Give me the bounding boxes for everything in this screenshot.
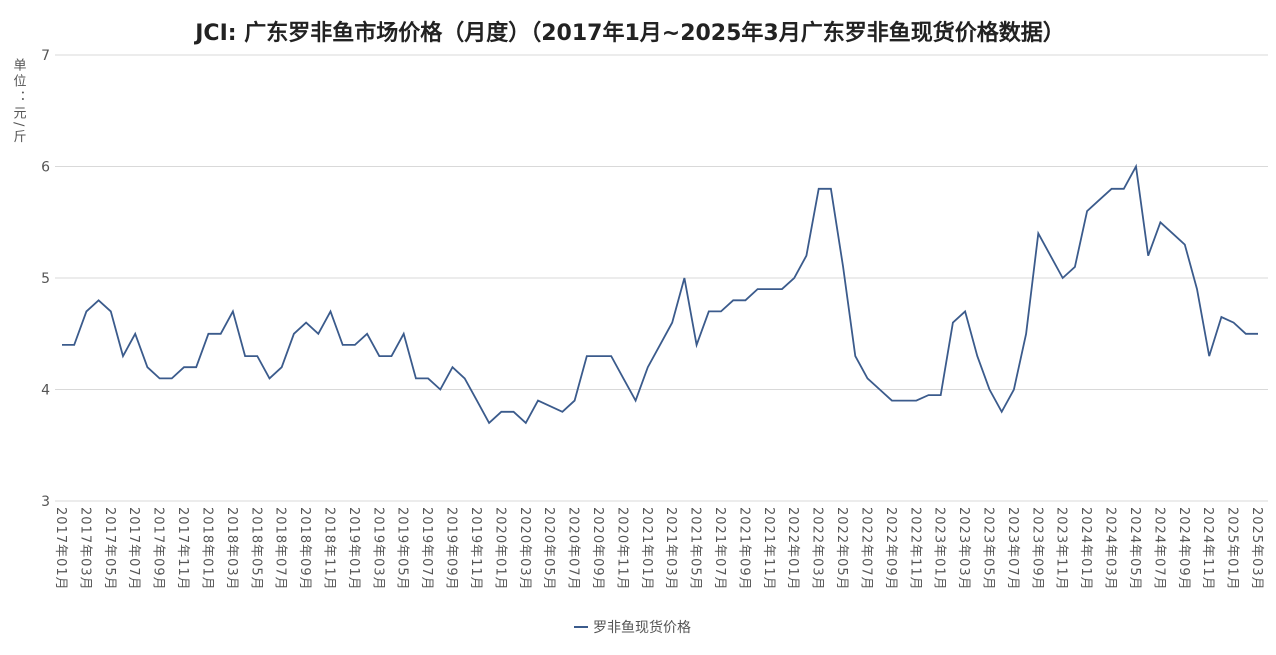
y-axis-label: 单位：元/斤 <box>11 58 27 145</box>
x-tick-label: 2023年11月 <box>1054 507 1069 591</box>
x-tick-label: 2019年01月 <box>346 507 361 591</box>
x-tick-label: 2017年03月 <box>77 507 92 591</box>
x-tick-label: 2021年03月 <box>663 507 678 591</box>
x-tick-label: 2024年11月 <box>1200 507 1215 591</box>
x-tick-label: 2021年11月 <box>761 507 776 591</box>
chart-title: JCI: 广东罗非鱼市场价格（月度）（2017年1月~2025年3月广东罗非鱼现… <box>193 20 1065 46</box>
y-tick-label: 7 <box>41 48 50 64</box>
x-tick-label: 2020年05月 <box>541 507 556 591</box>
x-tick-label: 2017年05月 <box>102 507 117 591</box>
y-tick-label: 4 <box>41 383 50 399</box>
x-tick-label: 2021年07月 <box>712 507 727 591</box>
x-tick-label: 2023年03月 <box>956 507 971 591</box>
x-tick-label: 2023年01月 <box>932 507 947 591</box>
x-tick-label: 2024年07月 <box>1151 507 1166 591</box>
x-tick-label: 2024年01月 <box>1078 507 1093 591</box>
x-tick-label: 2024年03月 <box>1103 507 1118 591</box>
x-tick-label: 2022年03月 <box>810 507 825 591</box>
legend-label: 罗非鱼现货价格 <box>593 619 691 636</box>
x-tick-label: 2024年09月 <box>1176 507 1191 591</box>
x-tick-label: 2019年03月 <box>370 507 385 591</box>
y-tick-label: 6 <box>41 160 50 176</box>
line-series <box>62 163 1258 425</box>
x-tick-label: 2023年05月 <box>981 507 996 591</box>
x-tick-label: 2024年05月 <box>1127 507 1142 591</box>
x-tick-label: 2022年05月 <box>834 507 849 591</box>
x-tick-label: 2025年01月 <box>1225 507 1240 591</box>
x-tick-label: 2017年01月 <box>53 507 68 591</box>
y-tick-label: 3 <box>41 494 50 510</box>
x-tick-label: 2022年11月 <box>907 507 922 591</box>
x-tick-label: 2021年05月 <box>688 507 703 591</box>
y-tick-label: 5 <box>41 271 50 287</box>
x-tick-label: 2025年03月 <box>1249 507 1264 591</box>
x-tick-label: 2020年03月 <box>517 507 532 591</box>
x-tick-label: 2023年07月 <box>1005 507 1020 591</box>
x-tick-label: 2019年11月 <box>468 507 483 591</box>
x-tick-label: 2019年07月 <box>419 507 434 591</box>
x-tick-label: 2020年07月 <box>566 507 581 591</box>
x-tick-label: 2022年01月 <box>785 507 800 591</box>
x-tick-label: 2018年01月 <box>199 507 214 591</box>
x-tick-label: 2017年11月 <box>175 507 190 591</box>
x-tick-label: 2020年11月 <box>614 507 629 591</box>
x-tick-label: 2019年05月 <box>395 507 410 591</box>
x-tick-label: 2018年07月 <box>273 507 288 591</box>
x-tick-label: 2018年03月 <box>224 507 239 591</box>
x-tick-label: 2018年11月 <box>321 507 336 591</box>
x-tick-label: 2023年09月 <box>1029 507 1044 591</box>
x-tick-label: 2017年09月 <box>151 507 166 591</box>
x-tick-label: 2021年01月 <box>639 507 654 591</box>
x-tick-label: 2020年09月 <box>590 507 605 591</box>
x-tick-label: 2018年05月 <box>248 507 263 591</box>
x-tick-label: 2022年07月 <box>858 507 873 591</box>
x-tick-label: 2017年07月 <box>126 507 141 591</box>
x-tick-label: 2020年01月 <box>492 507 507 591</box>
x-tick-label: 2021年09月 <box>736 507 751 591</box>
x-tick-label: 2022年09月 <box>883 507 898 591</box>
x-tick-label: 2019年09月 <box>444 507 459 591</box>
x-tick-label: 2018年09月 <box>297 507 312 591</box>
